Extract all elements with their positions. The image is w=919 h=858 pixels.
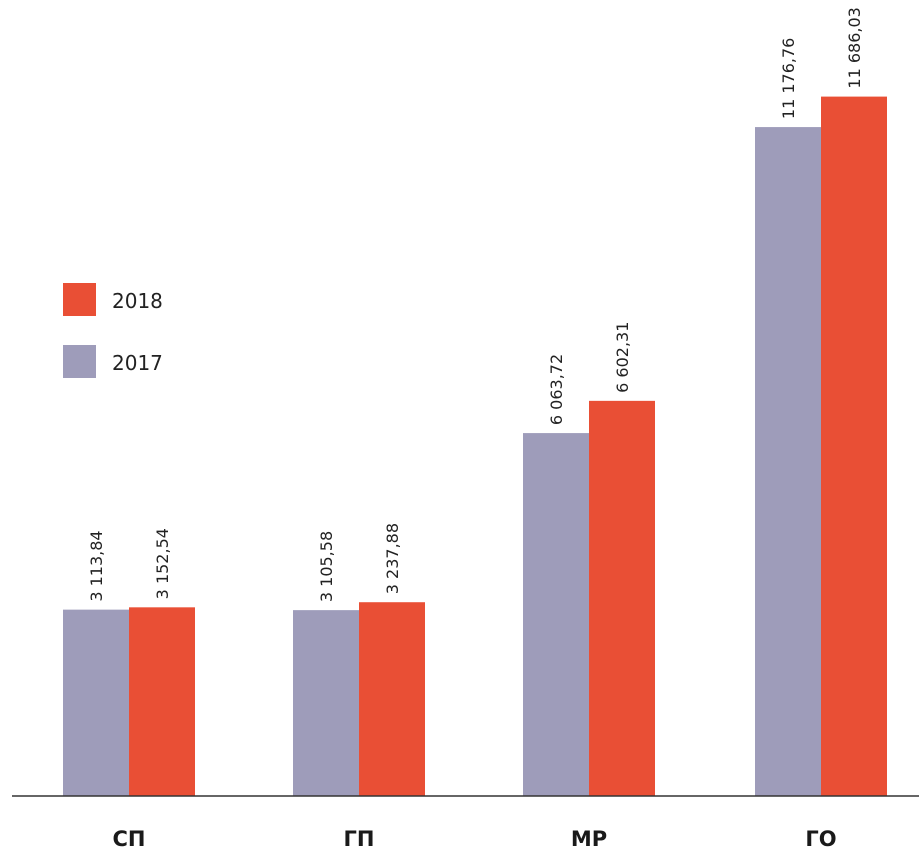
legend-swatch-2018	[63, 283, 96, 316]
value-label-2017-0: 3 113,84	[87, 530, 106, 601]
bar-2017-0	[63, 609, 129, 796]
bar-2017-3	[755, 127, 821, 796]
bar-2018-0	[129, 607, 195, 796]
value-label-2017-1: 3 105,58	[317, 531, 336, 602]
bar-2017-2	[523, 433, 589, 796]
category-label-3: ГО	[805, 827, 836, 851]
legend-swatch-2017	[63, 345, 96, 378]
value-label-2018-0: 3 152,54	[153, 528, 172, 599]
value-label-2018-3: 11 686,03	[845, 7, 864, 88]
category-label-0: СП	[113, 827, 146, 851]
category-label-2: МР	[571, 827, 607, 851]
bar-2017-1	[293, 610, 359, 796]
category-label-1: ГП	[344, 827, 375, 851]
legend-label-2017: 2017	[112, 351, 163, 375]
bar-2018-1	[359, 602, 425, 796]
value-label-2017-2: 6 063,72	[547, 354, 566, 425]
value-label-2018-1: 3 237,88	[383, 523, 402, 594]
value-labels-group: 3 113,84 3 152,54 3 105,58 3 237,88 6 063,72…	[87, 7, 864, 602]
legend-label-2018: 2018	[112, 289, 163, 313]
bar-2018-3	[821, 96, 887, 796]
legend: 2018 2017	[63, 283, 163, 378]
category-labels-group: СП ГП МР ГО	[113, 827, 837, 851]
bars-group	[63, 96, 887, 796]
value-label-2017-3: 11 176,76	[779, 38, 798, 119]
value-label-2018-2: 6 602,31	[613, 322, 632, 393]
bar-2018-2	[589, 400, 655, 796]
